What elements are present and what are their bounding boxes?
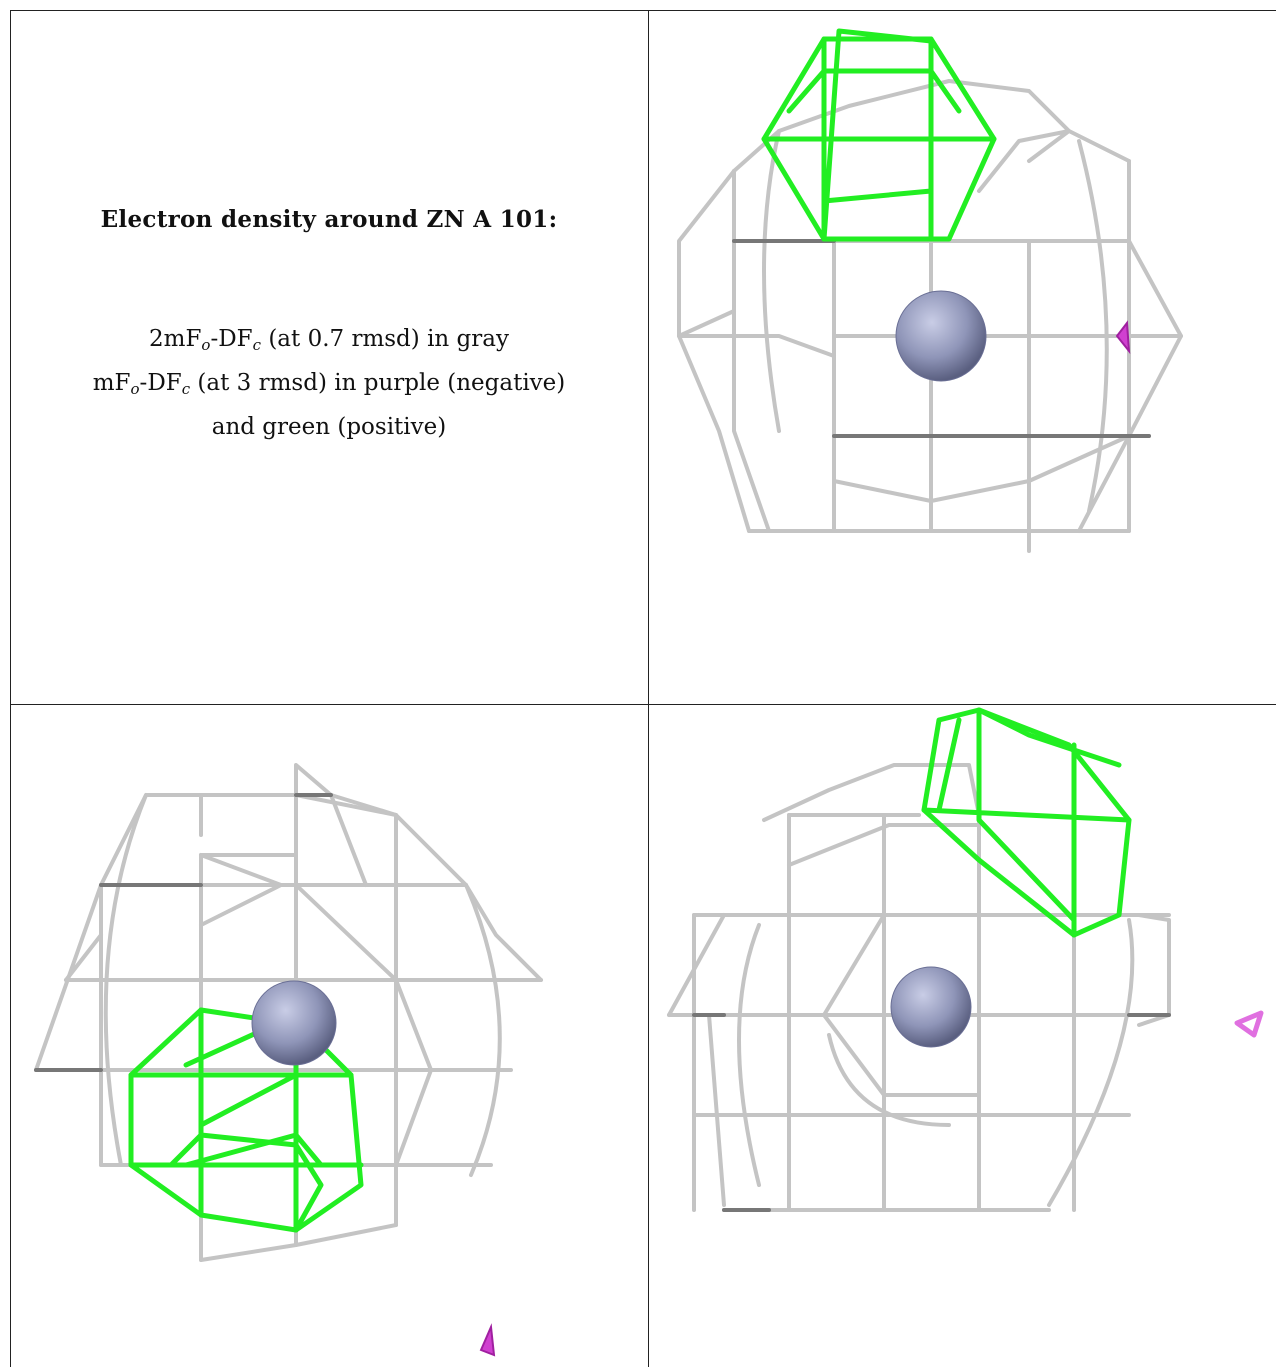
grid-left-border bbox=[10, 10, 11, 1367]
caption-title: Electron density around ZN A 101: bbox=[100, 206, 558, 233]
zinc-atom bbox=[890, 966, 972, 1048]
density-panel-view-2 bbox=[11, 705, 647, 1367]
mesh-fofc-negative bbox=[479, 1323, 496, 1357]
density-panel-view-1 bbox=[649, 11, 1275, 703]
legend-fofc: mFo-DFc (at 3 rmsd) in purple (negative) bbox=[92, 370, 566, 398]
legend-2fofc: 2mFo-DFc (at 0.7 rmsd) in gray bbox=[149, 326, 509, 354]
caption-cell: Electron density around ZN A 101: 2mFo-D… bbox=[10, 10, 648, 704]
grid-center-border bbox=[648, 10, 649, 1367]
caption-legend: 2mFo-DFc (at 0.7 rmsd) in gray mFo-DFc (… bbox=[10, 320, 648, 446]
figure-grid: Electron density around ZN A 101: 2mFo-D… bbox=[10, 10, 1276, 1367]
mesh-fofc-negative bbox=[1234, 1010, 1264, 1038]
mesh-fofc-positive bbox=[761, 28, 997, 242]
zinc-atom bbox=[251, 980, 337, 1066]
grid-middle-border bbox=[10, 704, 1276, 705]
grid-top-border bbox=[10, 10, 1276, 11]
zinc-atom bbox=[895, 290, 987, 382]
legend-fofc-positive: and green (positive) bbox=[211, 414, 447, 440]
mesh-fofc-positive bbox=[921, 707, 1132, 938]
density-panel-view-3 bbox=[649, 705, 1275, 1367]
mesh-fofc-negative bbox=[1115, 320, 1131, 355]
mesh-2fofc bbox=[677, 79, 1183, 553]
